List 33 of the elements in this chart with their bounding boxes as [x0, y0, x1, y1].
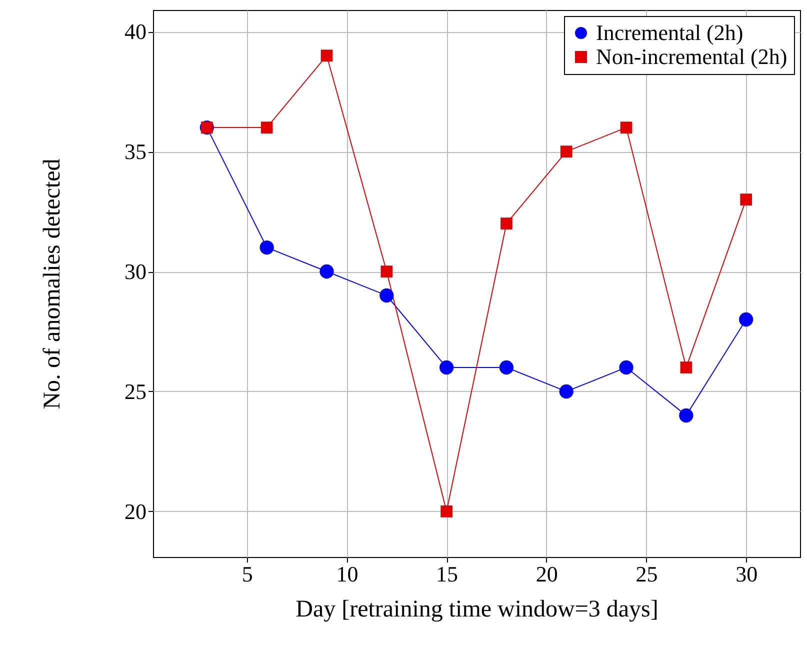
point — [560, 146, 572, 158]
point — [320, 50, 333, 62]
y-tick-label: 20 — [124, 498, 146, 524]
point — [260, 122, 273, 134]
point — [739, 312, 754, 327]
point — [619, 360, 634, 375]
x-tick-label: 5 — [242, 562, 253, 586]
x-tick-label: 15 — [436, 562, 458, 586]
y-axis-title: No. of anomalies detected — [40, 158, 66, 410]
point — [559, 384, 574, 399]
legend-label: Incremental (2h) — [596, 20, 744, 45]
point — [260, 240, 274, 255]
point — [500, 218, 512, 230]
y-tick-label: 35 — [124, 139, 146, 164]
point — [380, 288, 394, 303]
legend-label: Non-incremental (2h) — [596, 44, 788, 69]
y-tick-label: 30 — [124, 259, 146, 284]
y-tick-label: 40 — [124, 19, 146, 44]
point — [740, 194, 752, 206]
x-tick-label: 30 — [736, 562, 758, 586]
y-tick-label: 25 — [124, 378, 146, 404]
x-axis-title: Day [retraining time window=3 days] — [296, 596, 658, 622]
point — [439, 360, 454, 375]
point — [380, 266, 393, 278]
point — [440, 506, 452, 518]
x-tick-label: 20 — [536, 562, 558, 586]
x-tick-label: 25 — [636, 562, 658, 586]
point — [499, 360, 514, 375]
x-tick-label: 10 — [336, 562, 358, 586]
point — [320, 264, 334, 279]
point — [680, 362, 692, 374]
point — [620, 122, 632, 134]
point — [679, 408, 694, 423]
